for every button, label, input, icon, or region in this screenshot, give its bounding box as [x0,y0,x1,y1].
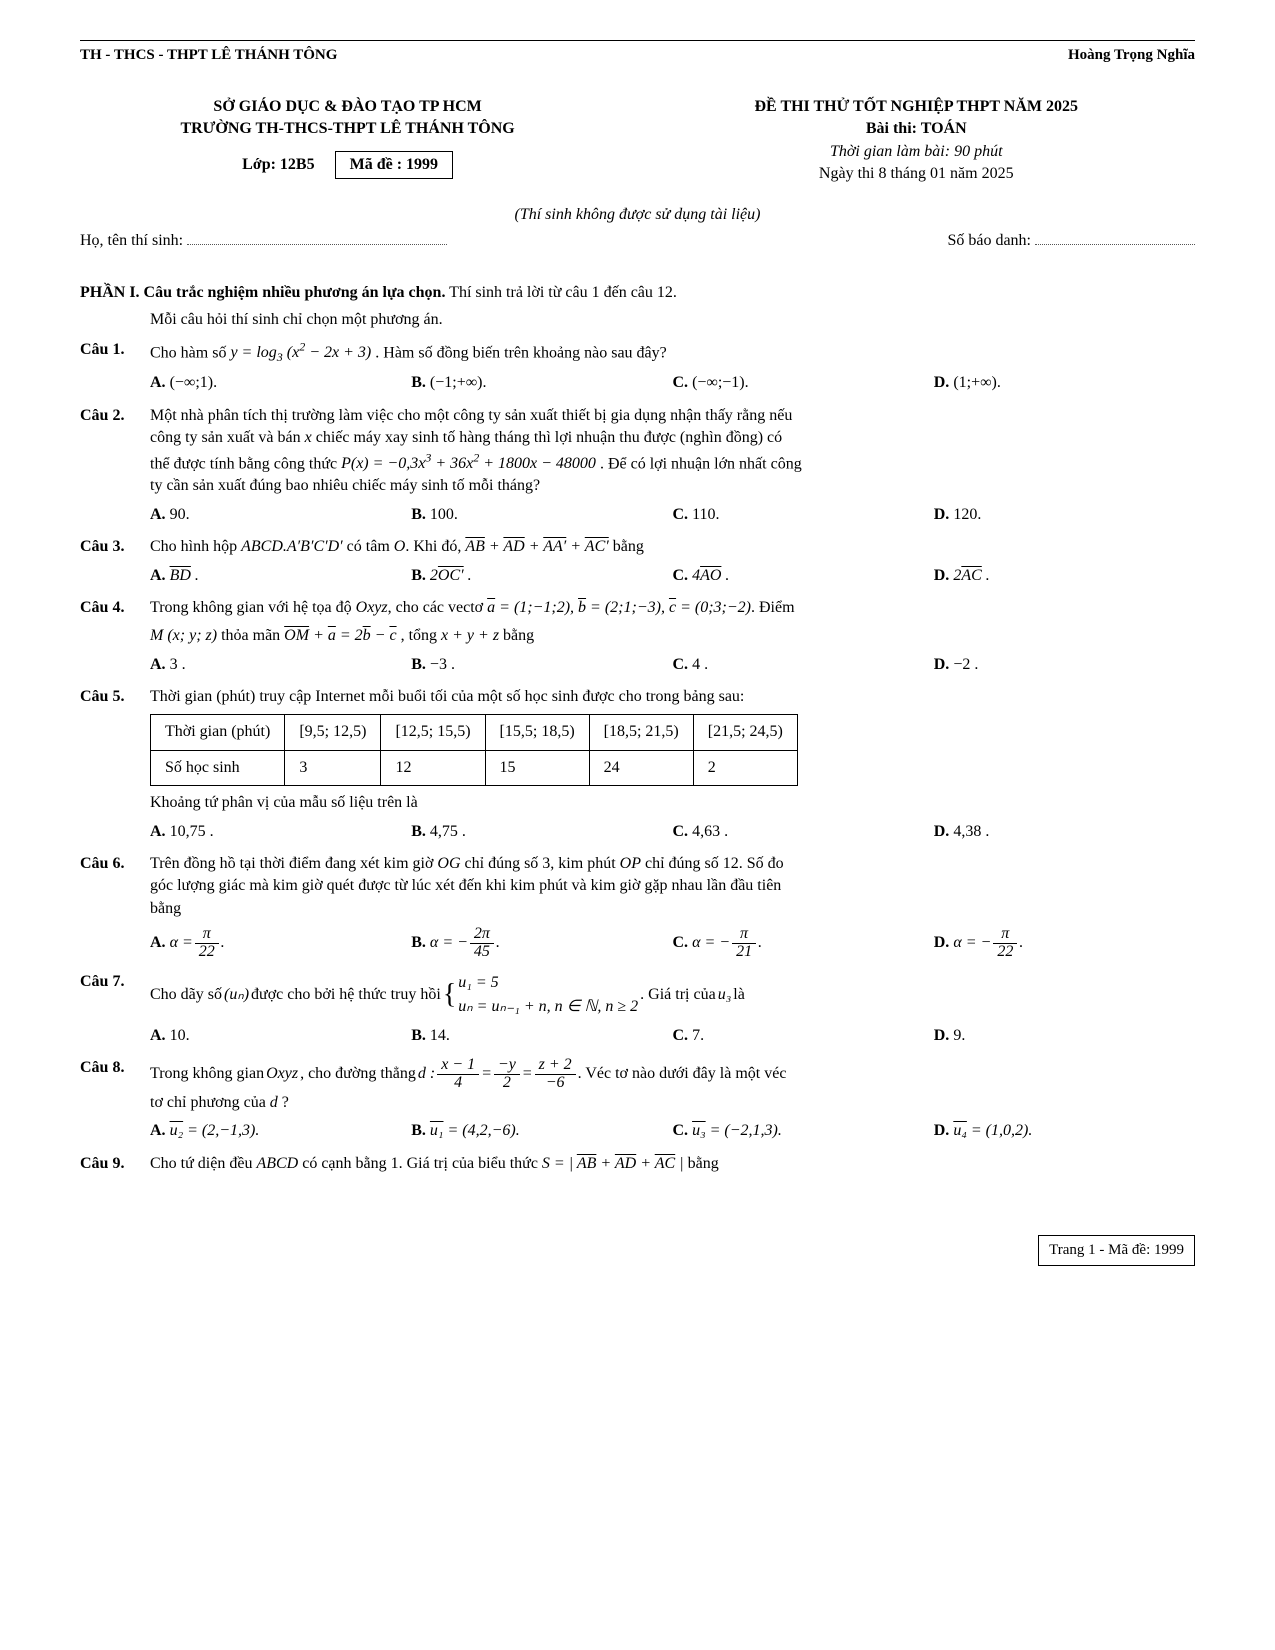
class-row: Lớp: 12B5 Mã đề : 1999 [80,151,615,179]
q2-formula: P(x) = −0,3x3 + 36x2 + 1800x − 48000 [341,455,596,472]
candidate-row: Họ, tên thí sinh: Số báo danh: [80,230,1195,252]
q4-options: A.3 . B.−3 . C.4 . D.−2 . [150,654,1195,676]
class-label: Lớp: 12B5 [242,154,314,176]
running-header: TH - THCS - THPT LÊ THÁNH TÔNG Hoàng Trọ… [80,45,1195,66]
header-right: Hoàng Trọng Nghĩa [1068,45,1195,66]
question-6: Câu 6. Trên đồng hồ tại thời điểm đang x… [80,853,1195,920]
question-4: Câu 4. Trong không gian với hệ tọa độ Ox… [80,597,1195,648]
question-5: Câu 5. Thời gian (phút) truy cập Interne… [80,686,1195,708]
question-7: Câu 7. Cho dãy số (uₙ) được cho bởi hệ t… [80,971,1195,1019]
q7-options: A.10. B.14. C.7. D.9. [150,1025,1195,1047]
q8-options: A.u₂ = (2,−1,3). B.u₁ = (4,2,−6). C.u₃ =… [150,1120,1195,1142]
exam-title: ĐỀ THI THỬ TỐT NGHIỆP THPT NĂM 2025 [638,96,1196,118]
question-9: Câu 9. Cho tứ diện đều ABCD có cạnh bằng… [80,1153,1195,1175]
exam-code-box: Mã đề : 1999 [335,151,453,179]
header-left: TH - THCS - THPT LÊ THÁNH TÔNG [80,45,337,66]
q3-sum: AB + AD + AA′ + AC′ [465,538,608,555]
no-materials-note: (Thí sinh không được sử dụng tài liệu) [80,204,1195,226]
right-head: ĐỀ THI THỬ TỐT NGHIỆP THPT NĂM 2025 Bài … [638,96,1196,186]
q1-options: A.(−∞;1). B.(−1;+∞). C.(−∞;−1). D.(1;+∞)… [150,372,1195,394]
q2-options: A.90. B.100. C.110. D.120. [150,504,1195,526]
q5-table: Thời gian (phút) [9,5; 12,5) [12,5; 15,5… [150,714,798,786]
section-1-sub: Mỗi câu hỏi thí sinh chỉ chọn một phương… [150,309,1195,331]
sbd-field: Số báo danh: [947,230,1195,252]
org2: TRƯỜNG TH-THCS-THPT LÊ THÁNH TÔNG [80,118,615,140]
table-row: Số học sinh 3 12 15 24 2 [151,750,798,785]
duration: Thời gian làm bài: 90 phút [638,141,1196,163]
question-3: Câu 3. Cho hình hộp ABCD.A′B′C′D′ có tâm… [80,536,1195,558]
question-2: Câu 2. Một nhà phân tích thị trường làm … [80,405,1195,498]
q5-table-wrap: Thời gian (phút) [9,5; 12,5) [12,5; 15,5… [150,714,1195,814]
page-number-box: Trang 1 - Mã đề: 1999 [1038,1235,1195,1266]
question-1: Câu 1. Cho hàm số y = log3 (x2 − 2x + 3)… [80,339,1195,366]
section-1-title: PHẦN I. Câu trắc nghiệm nhiều phương án … [80,282,1195,304]
left-head: SỞ GIÁO DỤC & ĐÀO TẠO TP HCM TRƯỜNG TH-T… [80,96,615,186]
subject: Bài thi: TOÁN [638,118,1196,140]
name-field: Họ, tên thí sinh: [80,230,447,252]
exam-date: Ngày thi 8 tháng 01 năm 2025 [638,163,1196,185]
table-row: Thời gian (phút) [9,5; 12,5) [12,5; 15,5… [151,715,798,750]
q3-options: A.BD . B.2OC′ . C.4AO . D.2AC . [150,565,1195,587]
question-8: Câu 8. Trong không gian Oxyz , cho đường… [80,1057,1195,1114]
q5-options: A.10,75 . B.4,75 . C.4,63 . D.4,38 . [150,821,1195,843]
q6-options: A.α = π22 . B.α = − 2π45 . C.α = − π21 .… [150,926,1195,961]
q1-formula: y = log3 (x2 − 2x + 3) [230,344,371,361]
title-block: SỞ GIÁO DỤC & ĐÀO TẠO TP HCM TRƯỜNG TH-T… [80,96,1195,186]
top-rule [80,40,1195,41]
org1: SỞ GIÁO DỤC & ĐÀO TẠO TP HCM [80,96,615,118]
